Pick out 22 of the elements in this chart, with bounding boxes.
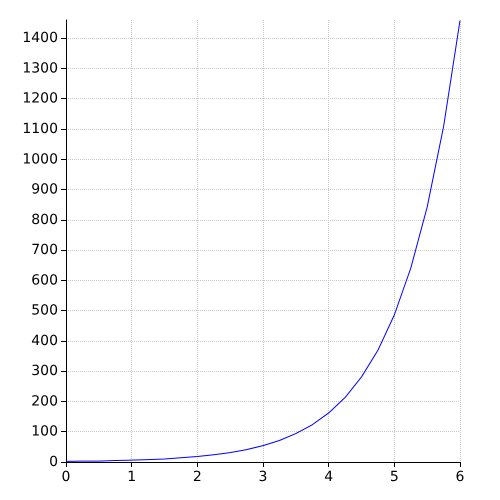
y-tick-label: 500 xyxy=(31,302,58,319)
y-tick-label: 800 xyxy=(31,212,58,228)
y-tick-label: 1300 xyxy=(22,60,58,76)
y-tick-label: 200 xyxy=(31,393,58,410)
y-tick-label: 1100 xyxy=(22,120,58,137)
y-tick-label: 1400 xyxy=(22,30,58,46)
y-tick-label: 100 xyxy=(31,424,58,440)
x-tick-label: 2 xyxy=(192,469,202,485)
x-tick-label: 3 xyxy=(258,469,268,485)
x-tick-label: 4 xyxy=(324,469,334,485)
x-tick-label: 0 xyxy=(62,469,70,485)
y-tick-label: 0 xyxy=(49,454,58,470)
y-tick-label: 1200 xyxy=(22,90,58,107)
y-tick-label: 600 xyxy=(31,272,58,288)
y-tick-label: 400 xyxy=(31,332,58,349)
y-tick-label: 700 xyxy=(31,242,58,258)
y-tick-label: 900 xyxy=(31,182,58,198)
y-tick-label: 1000 xyxy=(22,151,58,168)
y-tick-label: 300 xyxy=(31,363,58,380)
x-tick-label: 6 xyxy=(456,469,465,485)
x-tick-label: 1 xyxy=(127,469,136,485)
x-tick-label: 5 xyxy=(390,469,399,485)
